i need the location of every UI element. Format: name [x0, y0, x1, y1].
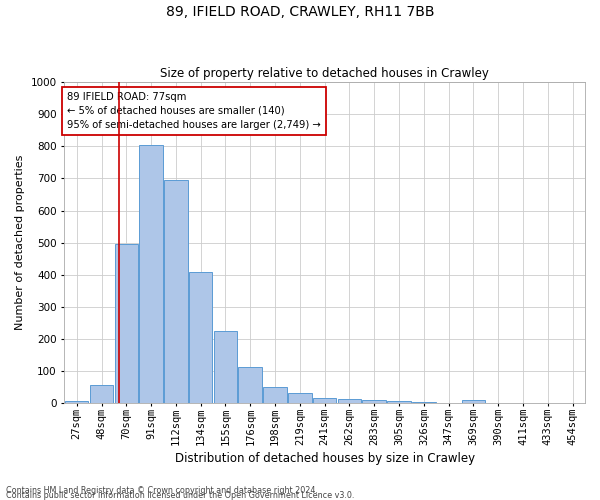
Bar [412, 402, 436, 404]
Text: Contains HM Land Registry data © Crown copyright and database right 2024.: Contains HM Land Registry data © Crown c… [6, 486, 318, 495]
X-axis label: Distribution of detached houses by size in Crawley: Distribution of detached houses by size … [175, 452, 475, 465]
Bar [214, 331, 237, 404]
Bar [362, 400, 386, 404]
Bar [263, 386, 287, 404]
Bar [338, 399, 361, 404]
Bar [65, 401, 88, 404]
Bar [139, 144, 163, 404]
Bar [313, 398, 337, 404]
Bar [288, 393, 311, 404]
Bar [164, 180, 188, 404]
Text: 89 IFIELD ROAD: 77sqm
← 5% of detached houses are smaller (140)
95% of semi-deta: 89 IFIELD ROAD: 77sqm ← 5% of detached h… [67, 92, 320, 130]
Bar [238, 367, 262, 404]
Y-axis label: Number of detached properties: Number of detached properties [15, 155, 25, 330]
Bar [387, 401, 411, 404]
Text: Contains public sector information licensed under the Open Government Licence v3: Contains public sector information licen… [6, 490, 355, 500]
Bar [90, 385, 113, 404]
Bar [189, 272, 212, 404]
Title: Size of property relative to detached houses in Crawley: Size of property relative to detached ho… [160, 66, 489, 80]
Bar [115, 244, 138, 404]
Text: 89, IFIELD ROAD, CRAWLEY, RH11 7BB: 89, IFIELD ROAD, CRAWLEY, RH11 7BB [166, 5, 434, 19]
Bar [461, 400, 485, 404]
